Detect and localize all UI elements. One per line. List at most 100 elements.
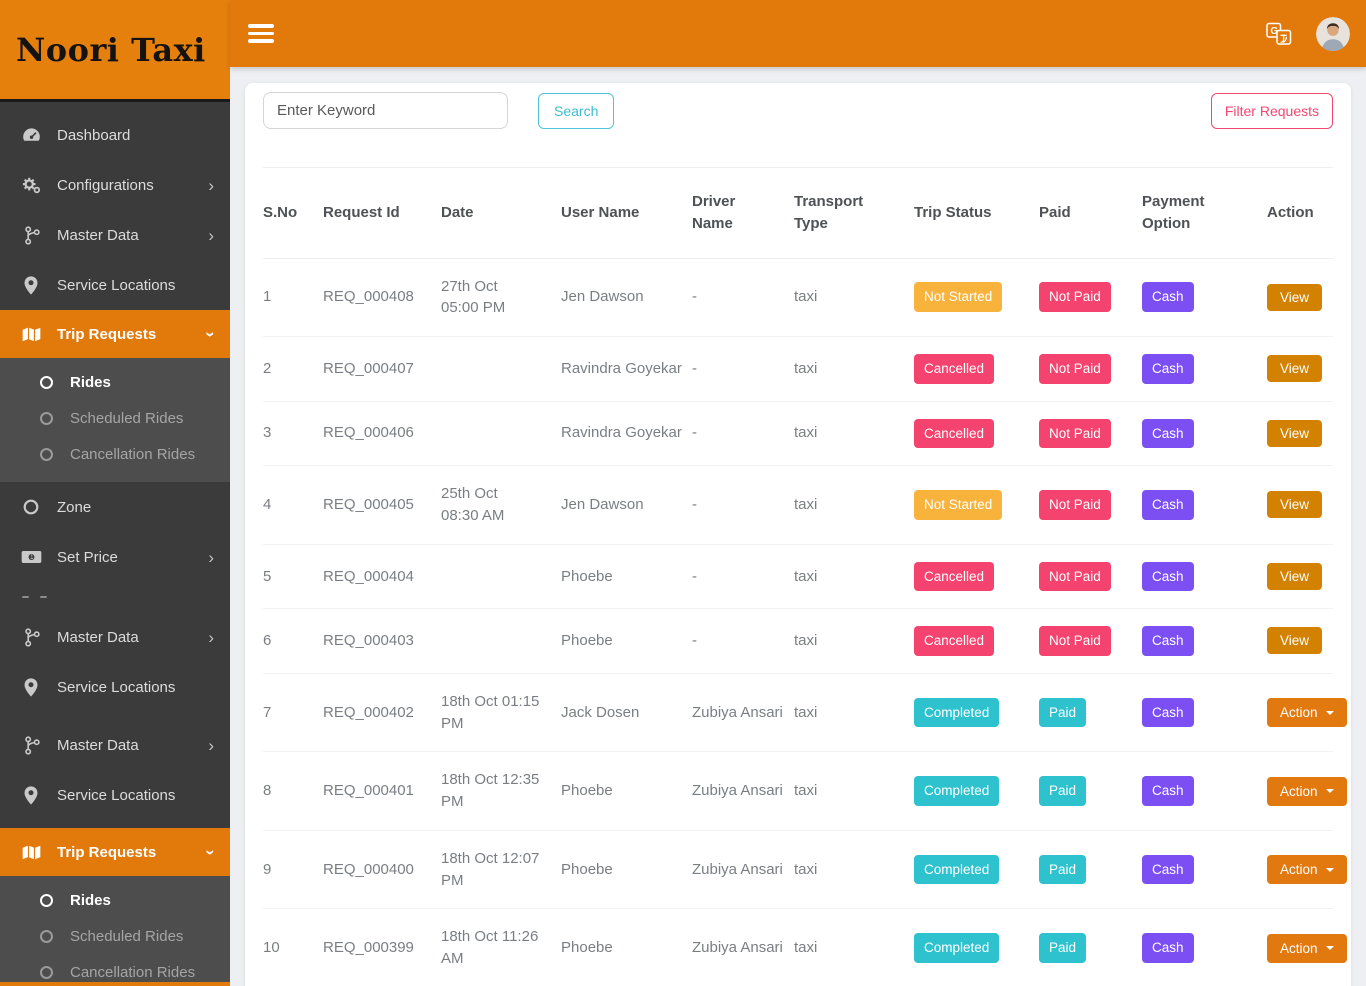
user-avatar[interactable] [1316, 16, 1350, 51]
sidebar-subitem-rides[interactable]: Rides [0, 882, 230, 918]
sidebar-item-service-locations[interactable]: Service Locations [0, 662, 230, 712]
action-dropdown-button[interactable]: Action [1267, 933, 1347, 963]
cell-user-name: Phoebe [561, 567, 613, 585]
sidebar-subitem-scheduled-rides[interactable]: Scheduled Rides [0, 400, 230, 436]
circle-icon [18, 499, 44, 515]
paid-badge: Not Paid [1039, 561, 1111, 592]
sidebar-item-set-price[interactable]: 1 Set Price › [0, 532, 230, 582]
caret-down-icon [1325, 867, 1334, 872]
cell-transport-type: taxi [794, 496, 818, 513]
cell-sno: 3 [263, 424, 272, 442]
collapsed-menu-dots-icon [0, 582, 230, 612]
paid-badge: Paid [1039, 776, 1087, 806]
filter-requests-button[interactable]: Filter Requests [1210, 92, 1333, 129]
column-header-action: Action [1267, 167, 1333, 259]
pin-icon [18, 785, 44, 805]
column-header-user-name: User Name [561, 167, 692, 259]
cell-user-name: Phoebe [561, 632, 613, 650]
sidebar-item-label: Dashboard [57, 126, 131, 144]
sidebar-item-master-data[interactable]: Master Data › [0, 612, 230, 662]
table-header: S.No Request Id Date User Name Driver Name Tr… [263, 167, 1333, 259]
cell-transport-type: taxi [794, 782, 818, 800]
view-button[interactable]: View [1267, 419, 1323, 447]
table-row: 10 REQ_000399 18th Oct 11:26 AM Phoebe Zubiy… [263, 908, 1347, 986]
brand-logo[interactable]: Noori Taxi [0, 0, 230, 102]
sidebar-item-label: Service Locations [57, 276, 176, 294]
branch-icon [18, 735, 44, 755]
cell-request-id: REQ_000408 [323, 288, 414, 306]
column-header-date: Date [441, 167, 561, 259]
map-icon [18, 326, 44, 343]
cell-sno: 6 [263, 632, 272, 650]
sidebar-item-trip-requests[interactable]: Trip Requests › [0, 828, 230, 876]
view-button[interactable]: View [1267, 283, 1323, 311]
translate-icon[interactable]: G [1266, 21, 1292, 47]
chevron-right-icon: › [208, 627, 214, 647]
sidebar-subitem-label: Rides [70, 373, 111, 391]
sidebar-item-trip-requests[interactable]: Trip Requests › [0, 310, 230, 358]
radio-circle-icon [40, 893, 53, 907]
sidebar-item-dashboard[interactable]: Dashboard [0, 110, 230, 160]
action-dropdown-button[interactable]: Action [1267, 855, 1347, 884]
sidebar-subitem-cancellation-rides[interactable]: Cancellation Rides [0, 436, 230, 472]
search-button[interactable]: Search [538, 92, 615, 129]
sidebar-subitem-cancellation-rides[interactable]: Cancellation Rides [0, 954, 230, 986]
view-button[interactable]: View [1267, 627, 1323, 655]
sidebar-item-label: Configurations [57, 176, 154, 194]
caret-down-icon [1325, 946, 1334, 950]
cell-transport-type: taxi [794, 424, 818, 442]
cell-user-name: Jen Dawson [561, 496, 644, 513]
cell-sno: 7 [263, 703, 272, 721]
cell-sno: 2 [263, 359, 272, 377]
sidebar: Noori Taxi Dashboard Configurations › Maste… [0, 0, 230, 986]
sidebar-item-label: Set Price [57, 548, 118, 566]
hamburger-menu-icon[interactable] [248, 24, 274, 43]
paid-badge: Paid [1039, 933, 1087, 963]
main-area: G Sear [230, 0, 1366, 986]
payment-option-badge: Cash [1142, 854, 1194, 885]
sidebar-nav: Dashboard Configurations › Master Data › Serv… [0, 110, 230, 986]
sidebar-item-label: Trip Requests [57, 843, 157, 861]
cell-request-id: REQ_000400 [323, 860, 414, 878]
sidebar-item-master-data[interactable]: Master Data › [0, 720, 230, 770]
trip-status-badge: Not Started [914, 490, 1003, 520]
sidebar-item-service-locations[interactable]: Service Locations [0, 770, 230, 820]
search-input[interactable] [263, 92, 508, 129]
cell-sno: 9 [263, 860, 272, 878]
table-row: 4 REQ_000405 25th Oct 08:30 AM Jen Dawson - t… [263, 465, 1333, 545]
payment-option-badge: Cash [1142, 933, 1194, 963]
sidebar-item-configurations[interactable]: Configurations › [0, 160, 230, 210]
cell-driver-name: Zubiya Ansari [692, 939, 783, 957]
sidebar-subitem-rides[interactable]: Rides [0, 364, 230, 400]
radio-circle-icon [40, 929, 53, 943]
sidebar-item-master-data[interactable]: Master Data › [0, 210, 230, 260]
cell-date: 18th Oct 01:15 PM [441, 692, 540, 732]
cell-driver-name: Zubiya Ansari [692, 782, 783, 800]
sidebar-item-label: Master Data [57, 736, 139, 754]
paid-badge: Paid [1039, 697, 1087, 728]
view-button[interactable]: View [1267, 355, 1323, 383]
svg-text:1: 1 [30, 554, 34, 561]
cell-date: 18th Oct 12:35 PM [441, 771, 540, 810]
view-button[interactable]: View [1267, 562, 1323, 590]
payment-option-badge: Cash [1142, 354, 1194, 384]
cell-driver-name: - [692, 359, 697, 377]
trip-status-badge: Cancelled [914, 561, 995, 592]
cell-driver-name: - [692, 288, 697, 306]
sidebar-subitem-scheduled-rides[interactable]: Scheduled Rides [0, 918, 230, 954]
cell-transport-type: taxi [794, 860, 818, 878]
action-dropdown-button[interactable]: Action [1267, 776, 1347, 806]
sidebar-item-zone[interactable]: Zone [0, 482, 230, 532]
pin-icon [18, 275, 44, 295]
radio-circle-icon [40, 447, 53, 461]
sidebar-item-service-locations[interactable]: Service Locations [0, 260, 230, 310]
cell-transport-type: taxi [794, 632, 818, 650]
action-dropdown-button[interactable]: Action [1267, 698, 1347, 727]
table-row: 6 REQ_000403 Phoebe - taxi Cancelled Not Paid C… [263, 608, 1333, 674]
trip-status-badge: Cancelled [914, 626, 995, 656]
view-button[interactable]: View [1267, 491, 1323, 519]
sidebar-submenu: Rides Scheduled Rides Cancellation Rides [0, 876, 230, 986]
cell-transport-type: taxi [794, 703, 818, 721]
